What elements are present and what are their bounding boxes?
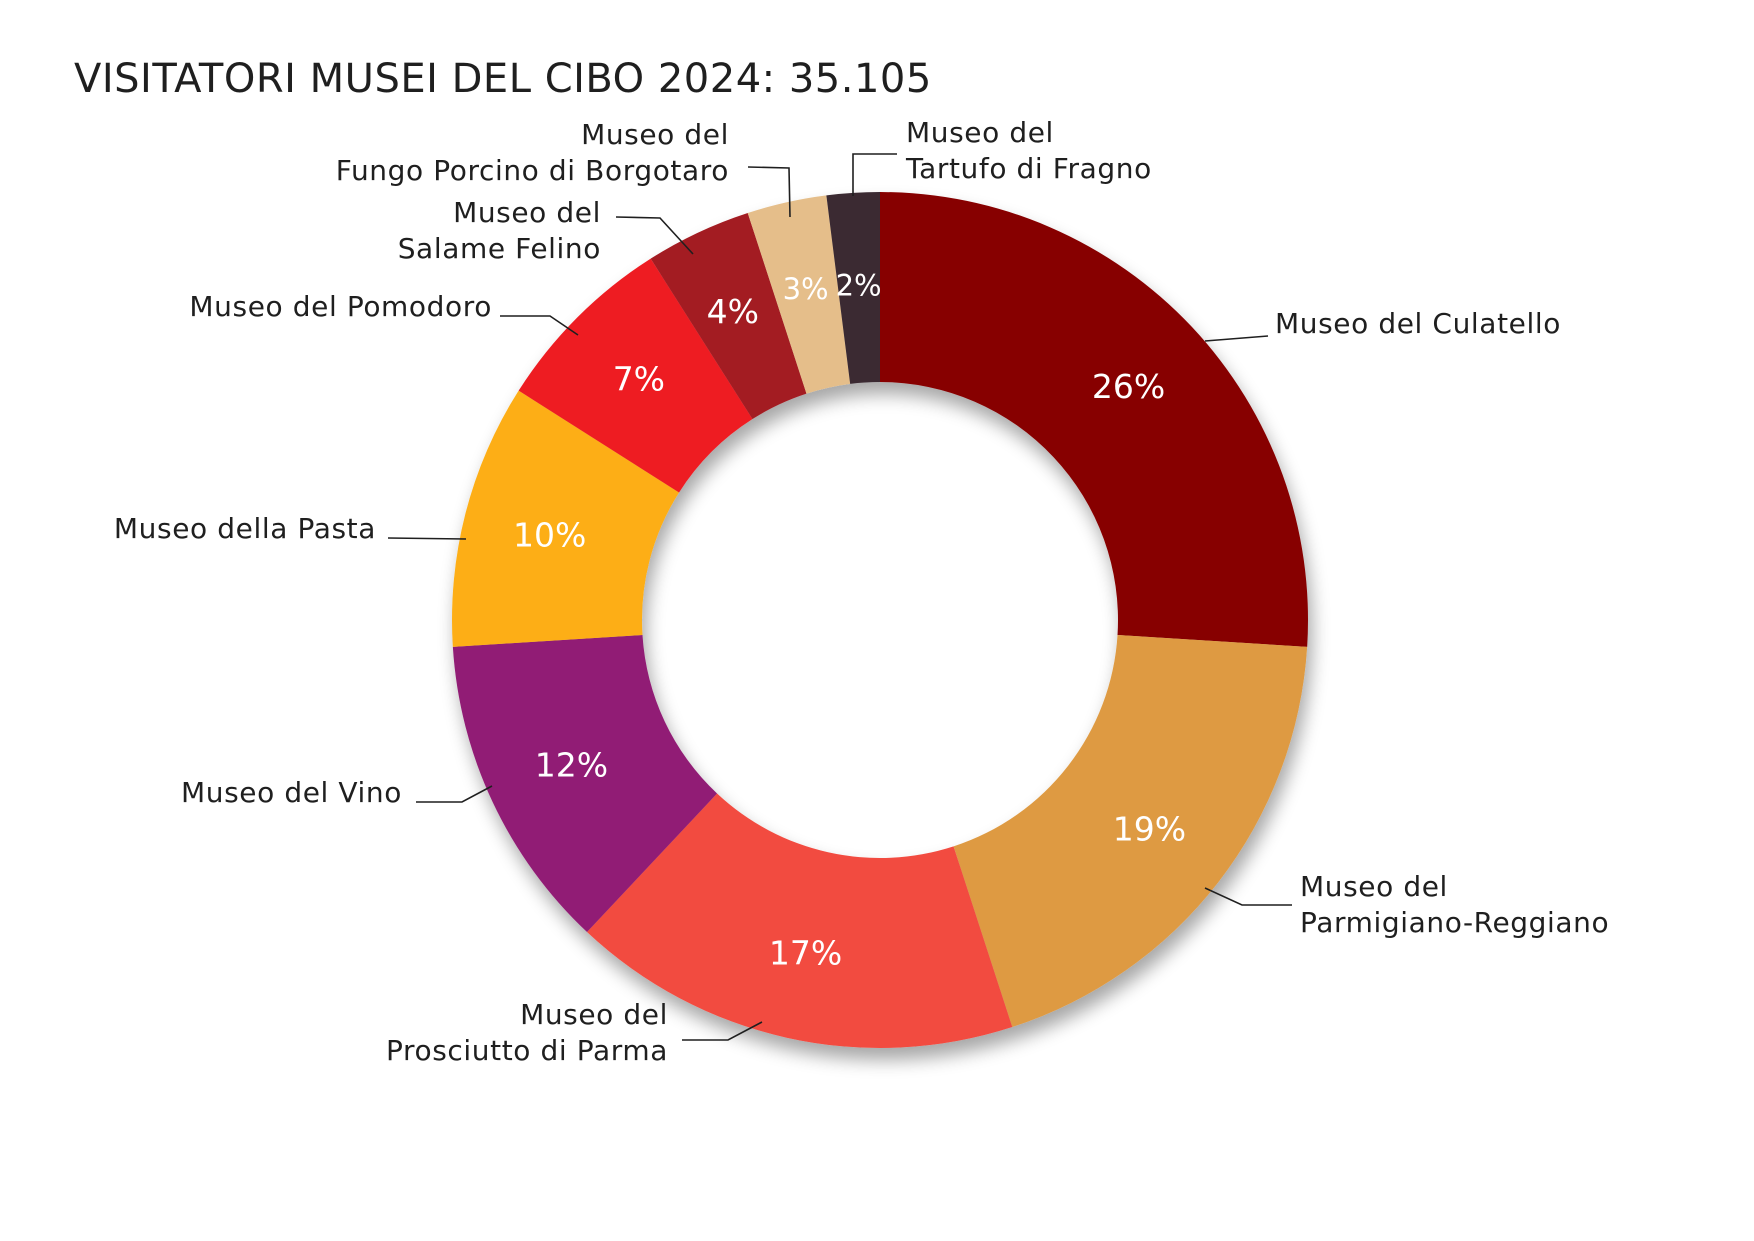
callout-label-museo-del-parmigiano-reggiano: Museo del Parmigiano-Reggiano <box>1300 870 1609 939</box>
callout-label-line: Museo del <box>906 116 1054 149</box>
slice-percent-label: 3% <box>783 272 829 306</box>
callout-label-line: Museo del <box>581 118 729 151</box>
callout-leader-line <box>387 537 467 540</box>
callout-leader-line <box>500 315 579 336</box>
slice-percent-label: 17% <box>769 933 842 972</box>
slice-museo-del-salame-felino <box>650 212 807 420</box>
callout-label-line: Museo del <box>1300 870 1448 903</box>
slice-museo-del-tartufo-di-fragno <box>826 192 880 384</box>
slice-percent-label: 26% <box>1092 367 1165 406</box>
callout-label-line: Fungo Porcino di Borgotaro <box>336 154 729 187</box>
slice-museo-del-pomodoro <box>518 258 753 493</box>
callout-label-museo-del-prosciutto-di-parma: Museo del Prosciutto di Parma <box>386 998 668 1067</box>
slice-percent-label: 7% <box>613 359 665 398</box>
callout-leader-line <box>747 166 791 218</box>
callout-label-line: Prosciutto di Parma <box>386 1034 668 1067</box>
slice-museo-del-culatello <box>880 192 1308 647</box>
chart-title: VISITATORI MUSEI DEL CIBO 2024: 35.105 <box>74 56 932 102</box>
callout-leader-line <box>682 1021 763 1041</box>
slice-percent-label: 2% <box>836 269 882 303</box>
callout-label-line: Museo del Pomodoro <box>189 290 492 323</box>
callout-label-museo-del-vino: Museo del Vino <box>181 776 402 809</box>
callout-leader-line <box>416 785 493 803</box>
callout-label-line: Museo della Pasta <box>114 512 376 545</box>
callout-label-museo-della-pasta: Museo della Pasta <box>114 512 376 545</box>
slice-labels-layer: 26% 19% 17% 12% 10% 7% 4% 3% 2% <box>513 269 1186 973</box>
callout-label-line: Tartufo di Fragno <box>905 152 1152 185</box>
slices-layer <box>452 192 1308 1048</box>
slice-museo-del-fungo-porcino-di-borgotaro <box>747 195 851 394</box>
callout-label-line: Museo del Vino <box>181 776 402 809</box>
callout-leader-line <box>1204 335 1269 342</box>
slice-percent-label: 19% <box>1113 810 1186 849</box>
callout-leader-line <box>615 216 694 255</box>
slice-museo-del-parmigiano-reggiano <box>953 634 1308 1028</box>
callout-label-museo-del-fungo-porcino-di-borgotaro: Museo del Fungo Porcino di Borgotaro <box>336 118 729 187</box>
callout-leader-line <box>1204 887 1292 906</box>
callout-label-museo-del-tartufo-di-fragno: Museo del Tartufo di Fragno <box>905 116 1152 185</box>
slice-percent-label: 10% <box>513 516 586 555</box>
callout-label-line: Museo del <box>453 196 601 229</box>
callout-label-museo-del-culatello: Museo del Culatello <box>1275 307 1561 340</box>
slice-percent-label: 12% <box>535 746 608 785</box>
callout-leader-line <box>852 153 897 196</box>
callout-label-line: Parmigiano-Reggiano <box>1300 906 1609 939</box>
callout-label-museo-del-pomodoro: Museo del Pomodoro <box>189 290 492 323</box>
callout-label-line: Salame Felino <box>398 232 601 265</box>
slice-museo-della-pasta <box>452 390 680 647</box>
callout-label-museo-del-salame-felino: Museo del Salame Felino <box>398 196 601 265</box>
callout-label-line: Museo del Culatello <box>1275 307 1561 340</box>
slice-museo-del-prosciutto-di-parma <box>587 793 1013 1048</box>
slice-museo-del-vino <box>452 634 718 932</box>
callout-label-line: Museo del <box>520 998 668 1031</box>
slice-percent-label: 4% <box>707 292 759 331</box>
